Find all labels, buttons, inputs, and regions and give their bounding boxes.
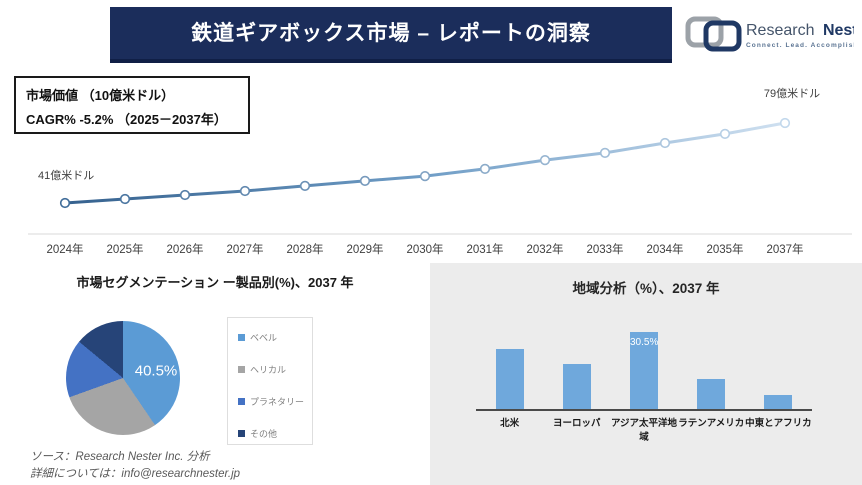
x-tick-label: 2028年	[286, 242, 323, 256]
bar-category-label: ラテンアメリカ	[678, 418, 745, 429]
bar-category-labels: 北米 ヨーロッパ アジア太平洋地域 ラテンアメリカ 中東とアフリカ	[476, 415, 812, 443]
chain-links-icon	[685, 16, 742, 52]
data-point-marker	[779, 117, 791, 129]
regional-bar-chart: 30.5%	[476, 301, 812, 411]
data-point-marker	[419, 170, 431, 182]
data-point-marker	[719, 128, 731, 140]
legend-swatch-icon	[238, 429, 245, 437]
region-bar	[764, 395, 793, 409]
legend-item: プラネタリー	[238, 394, 312, 408]
x-tick-label: 2032年	[526, 242, 563, 256]
data-point-marker	[659, 137, 671, 149]
legend-item: ベベル	[238, 330, 312, 344]
cagr-label: CAGR% -5.2% （2025－2037年）	[26, 112, 227, 127]
regional-analysis-panel: 地域分析（%）、2037 年 30.5% 北米 ヨーロッパ アジア太平洋地域 ラテンア…	[430, 263, 862, 485]
end-value-label: 79億米ドル	[764, 87, 820, 100]
legend-label: プラネタリー	[250, 396, 305, 407]
market-value-line	[64, 121, 786, 205]
region-bar: 30.5%	[630, 332, 658, 409]
footer-contact: 詳細については：info@researchnester.jp	[30, 467, 241, 480]
market-value-label: 市場価値 （10億米ドル）	[26, 88, 175, 103]
market-value-line-chart: 2024年 2025年 2026年 2027年 2028年 2029年 2030年 2031年…	[28, 87, 852, 256]
x-tick-label: 2035年	[706, 242, 743, 256]
legend-swatch-icon	[238, 397, 245, 405]
data-point-marker	[59, 197, 71, 209]
page-title: 鉄道ギアボックス市場 – レポートの洞察	[191, 22, 591, 45]
x-tick-label: 2037年	[766, 242, 803, 256]
legend-swatch-icon	[238, 333, 245, 341]
bar-value-label: 30.5%	[630, 337, 659, 348]
legend-label: ヘリカル	[250, 364, 287, 375]
brand-logo: Research Nester Connect. Lead. Accomplis…	[685, 16, 854, 52]
region-bar	[562, 364, 591, 409]
bar-slot: 30.5%	[610, 332, 677, 409]
bar-category-label: ヨーロッパ	[553, 418, 601, 429]
bar-slot	[678, 379, 745, 409]
data-point-marker	[359, 175, 371, 186]
legend-swatch-icon	[238, 365, 245, 373]
region-bar	[495, 349, 524, 409]
x-tick-label: 2034年	[646, 242, 683, 256]
pie-legend: ベベルヘリカルプラネタリー その他	[227, 317, 313, 445]
bar-category-label: 北米	[500, 418, 520, 429]
x-tick-label: 2030年	[406, 242, 443, 256]
data-point-marker	[119, 193, 131, 205]
x-tick-label: 2027年	[226, 242, 263, 256]
x-tick-label: 2031年	[466, 242, 503, 256]
x-tick-label: 2029年	[346, 242, 383, 256]
data-point-marker	[539, 154, 551, 166]
info-box: 市場価値 （10億米ドル） CAGR% -5.2% （2025－2037年）	[14, 76, 250, 134]
x-tick-label: 2033年	[586, 242, 623, 256]
legend-label: ベベル	[250, 332, 278, 343]
brand-name: Research Nester	[746, 22, 854, 39]
legend-item: ヘリカル	[238, 362, 312, 376]
x-tick-label: 2024年	[46, 242, 83, 256]
legend-label: その他	[250, 428, 278, 439]
bar-category-label: アジア太平洋地域	[610, 418, 678, 443]
data-point-marker	[179, 189, 191, 201]
bar-category-label: 中東とアフリカ	[745, 418, 812, 429]
product-segmentation-pie-chart: 40.5%	[66, 321, 180, 435]
pie-chart-title: 市場セグメンテーション ー製品別(%)、2037 年	[76, 275, 354, 290]
pie-slice-value-label: 40.5%	[134, 362, 178, 380]
data-point-marker	[299, 180, 311, 191]
bar-slot	[745, 395, 812, 409]
x-tick-label: 2025年	[106, 242, 143, 256]
data-point-marker	[479, 163, 491, 174]
region-bar	[697, 379, 726, 409]
bar-slot	[543, 364, 610, 409]
data-point-marker	[599, 147, 611, 158]
start-value-label: 41億米ドル	[38, 169, 94, 182]
footer-source: ソース：Research Nester Inc. 分析	[30, 451, 210, 463]
header-bar: 鉄道ギアボックス市場 – レポートの洞察	[110, 7, 672, 63]
brand-tagline: Connect. Lead. Accomplish	[746, 42, 854, 49]
bar-chart-title: 地域分析（%）、2037 年	[572, 281, 720, 296]
x-tick-label: 2026年	[166, 242, 203, 256]
legend-item: その他	[238, 426, 312, 440]
bar-slot	[476, 349, 543, 409]
footer: ソース：Research Nester Inc. 分析 詳細については：info…	[30, 449, 240, 482]
data-point-marker	[239, 185, 251, 197]
